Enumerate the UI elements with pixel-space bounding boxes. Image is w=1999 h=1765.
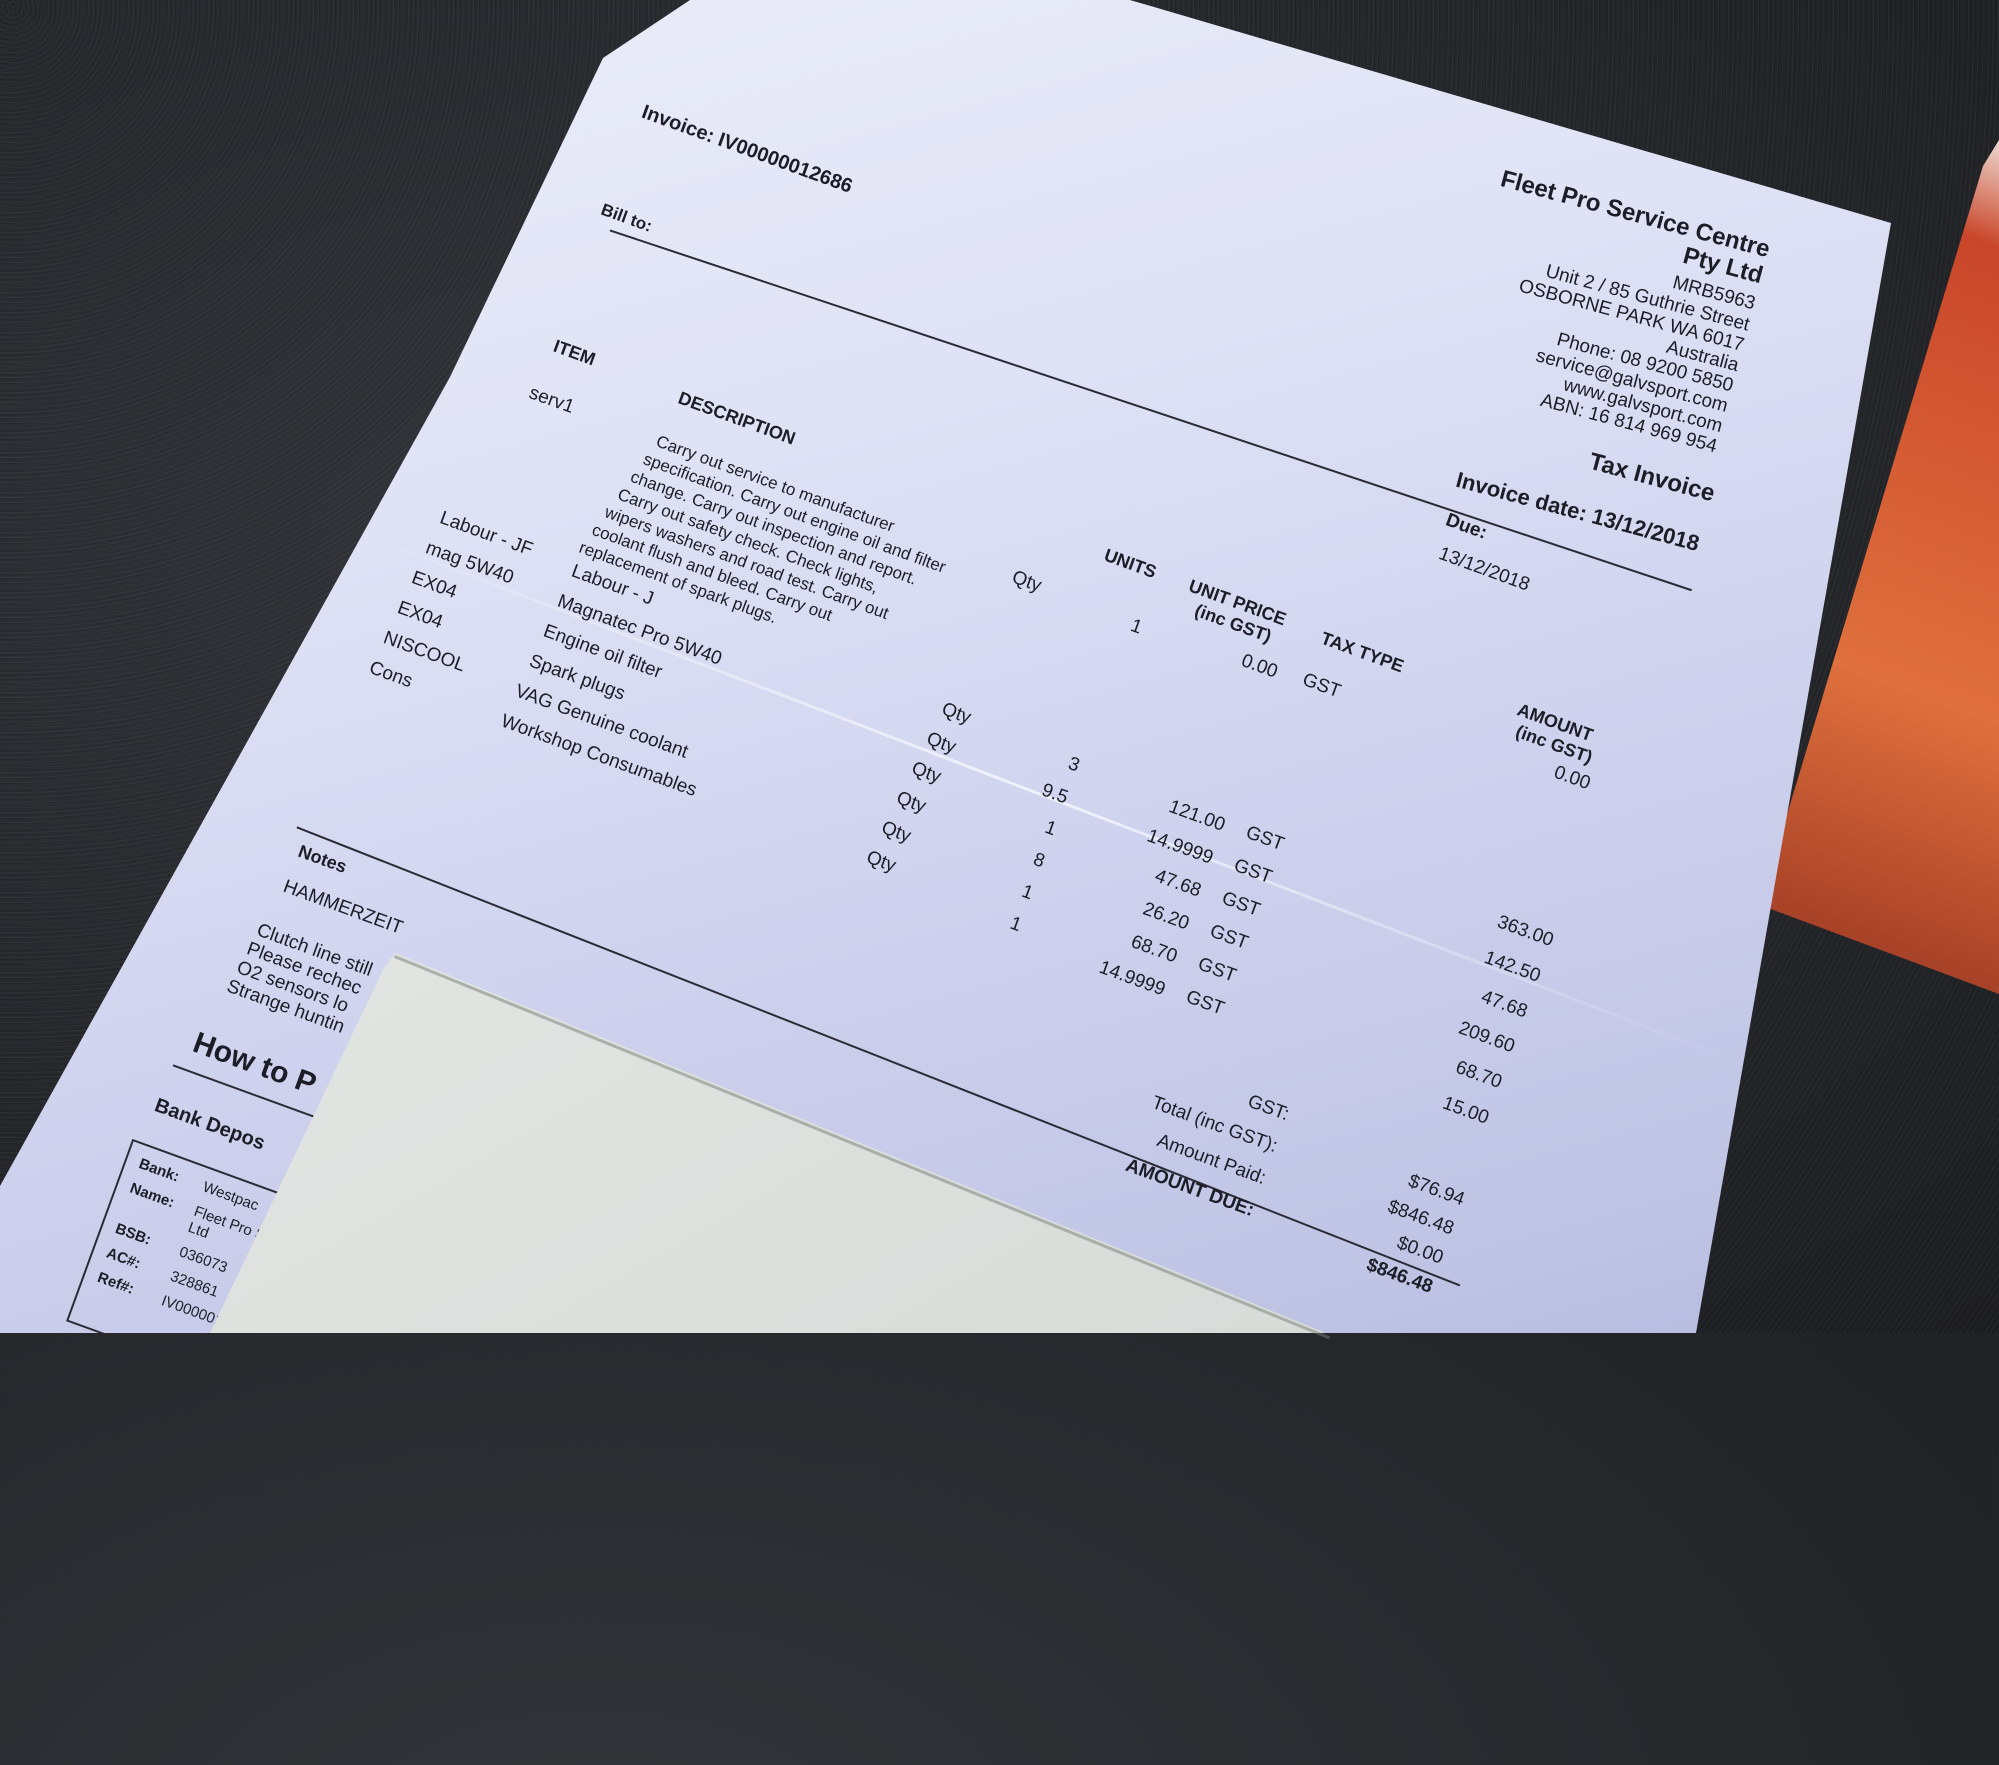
row-qty-label: Qty: [863, 846, 899, 877]
notes-code: HAMMERZEIT: [280, 876, 406, 939]
row-item-code: EX04: [394, 597, 446, 634]
row-tax-type: GST: [1195, 953, 1239, 987]
row-qty-label: Qty: [893, 787, 929, 818]
row-units: 1: [1042, 817, 1060, 841]
row-qty-label: Qty: [878, 817, 914, 848]
row-qty-label: Qty: [908, 757, 944, 788]
row-qty-label: Qty: [923, 728, 959, 759]
row-qty-label: Qty: [938, 698, 974, 729]
header-units: UNITS: [1101, 544, 1160, 583]
row-unit-price: 14.9999: [1096, 957, 1169, 1001]
header-description: DESCRIPTION: [675, 387, 799, 449]
row-tax-type: GST: [1231, 854, 1275, 889]
row-unit-price: 47.68: [1152, 865, 1204, 902]
row-amount: 363.00: [1494, 911, 1557, 952]
service-item-code: serv1: [526, 382, 577, 418]
service-qty-label: Qty: [1009, 566, 1045, 597]
row-amount: 142.50: [1481, 946, 1544, 987]
bank-deposit-title: Bank Depos: [151, 1094, 268, 1155]
row-amount: 68.70: [1452, 1057, 1505, 1094]
row-units: 8: [1030, 848, 1048, 873]
row-unit-price: 14.9999: [1144, 825, 1216, 869]
row-tax-type: GST: [1242, 822, 1287, 856]
how-to-pay-title: How to P: [188, 1026, 321, 1102]
row-item-code: EX04: [408, 567, 460, 604]
service-tax: GST: [1299, 669, 1344, 703]
row-unit-price: 68.70: [1128, 931, 1180, 968]
bill-to-label: Bill to:: [598, 199, 655, 236]
row-item-code: Cons: [366, 657, 416, 693]
row-unit-price: 121.00: [1166, 796, 1228, 836]
service-unit-price: 0.00: [1238, 650, 1281, 683]
row-amount: 47.68: [1478, 986, 1531, 1023]
row-tax-type: GST: [1219, 887, 1263, 921]
total-label: GST:: [1244, 1090, 1292, 1126]
invoice-number: Invoice: IV00000012686: [638, 101, 856, 198]
row-unit-price: 26.20: [1140, 898, 1192, 935]
row-tax-type: GST: [1183, 986, 1228, 1020]
notes-title: Notes: [295, 841, 350, 877]
row-amount: 15.00: [1439, 1092, 1492, 1129]
due-date: 13/12/2018: [1435, 543, 1533, 596]
row-amount: 209.60: [1455, 1018, 1518, 1058]
tax-invoice-title: Tax Invoice: [1586, 447, 1718, 508]
header-tax-type: TAX TYPE: [1318, 627, 1407, 677]
row-units: 3: [1065, 753, 1083, 777]
row-tax-type: GST: [1207, 920, 1251, 954]
row-units: 1: [1007, 912, 1025, 937]
company-name: Fleet Pro Service Centre: [1497, 165, 1773, 264]
header-item: ITEM: [550, 335, 599, 370]
row-units: 1: [1018, 880, 1036, 905]
due-label: Due:: [1442, 509, 1490, 544]
service-units: 1: [1127, 615, 1145, 639]
